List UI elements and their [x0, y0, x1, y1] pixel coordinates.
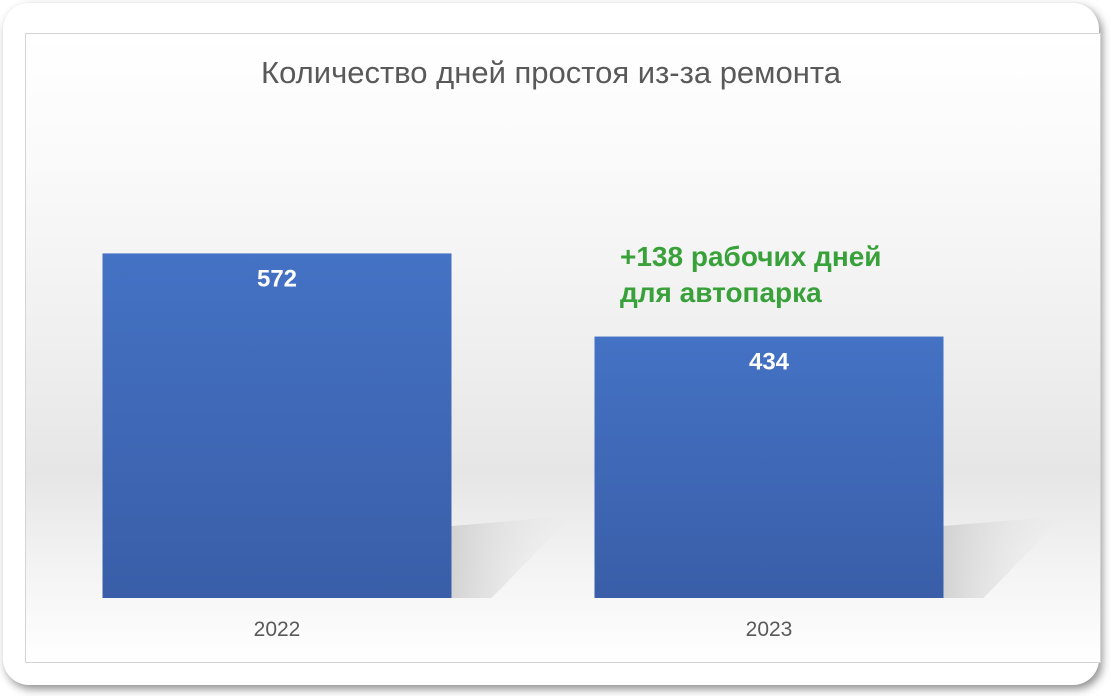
x-tick-label-2023: 2023 [746, 618, 793, 641]
data-label-2022: 572 [257, 265, 297, 292]
chart-card: Количество дней простоя из-за ремонта 57… [3, 3, 1101, 685]
bar-2023 [594, 336, 944, 598]
x-tick-label-2022: 2022 [254, 618, 301, 641]
bar-chart: 572 434 2022 2023 [102, 253, 1064, 641]
annotation-line-1: +138 рабочих дней [620, 241, 882, 272]
bars-group [102, 253, 944, 598]
annotation-line-2: для автопарка [620, 277, 822, 308]
x-axis-tick-labels: 2022 2023 [254, 618, 793, 641]
savings-annotation: +138 рабочих дней для автопарка [620, 239, 882, 311]
bar-shadows [451, 516, 1064, 598]
bar-shadow [451, 516, 572, 598]
bar-shadow [943, 516, 1064, 598]
data-label-2023: 434 [749, 349, 790, 376]
data-labels-group: 572 434 [257, 265, 790, 375]
bar-2022 [102, 253, 452, 598]
chart-title: Количество дней простоя из-за ремонта [261, 55, 841, 90]
